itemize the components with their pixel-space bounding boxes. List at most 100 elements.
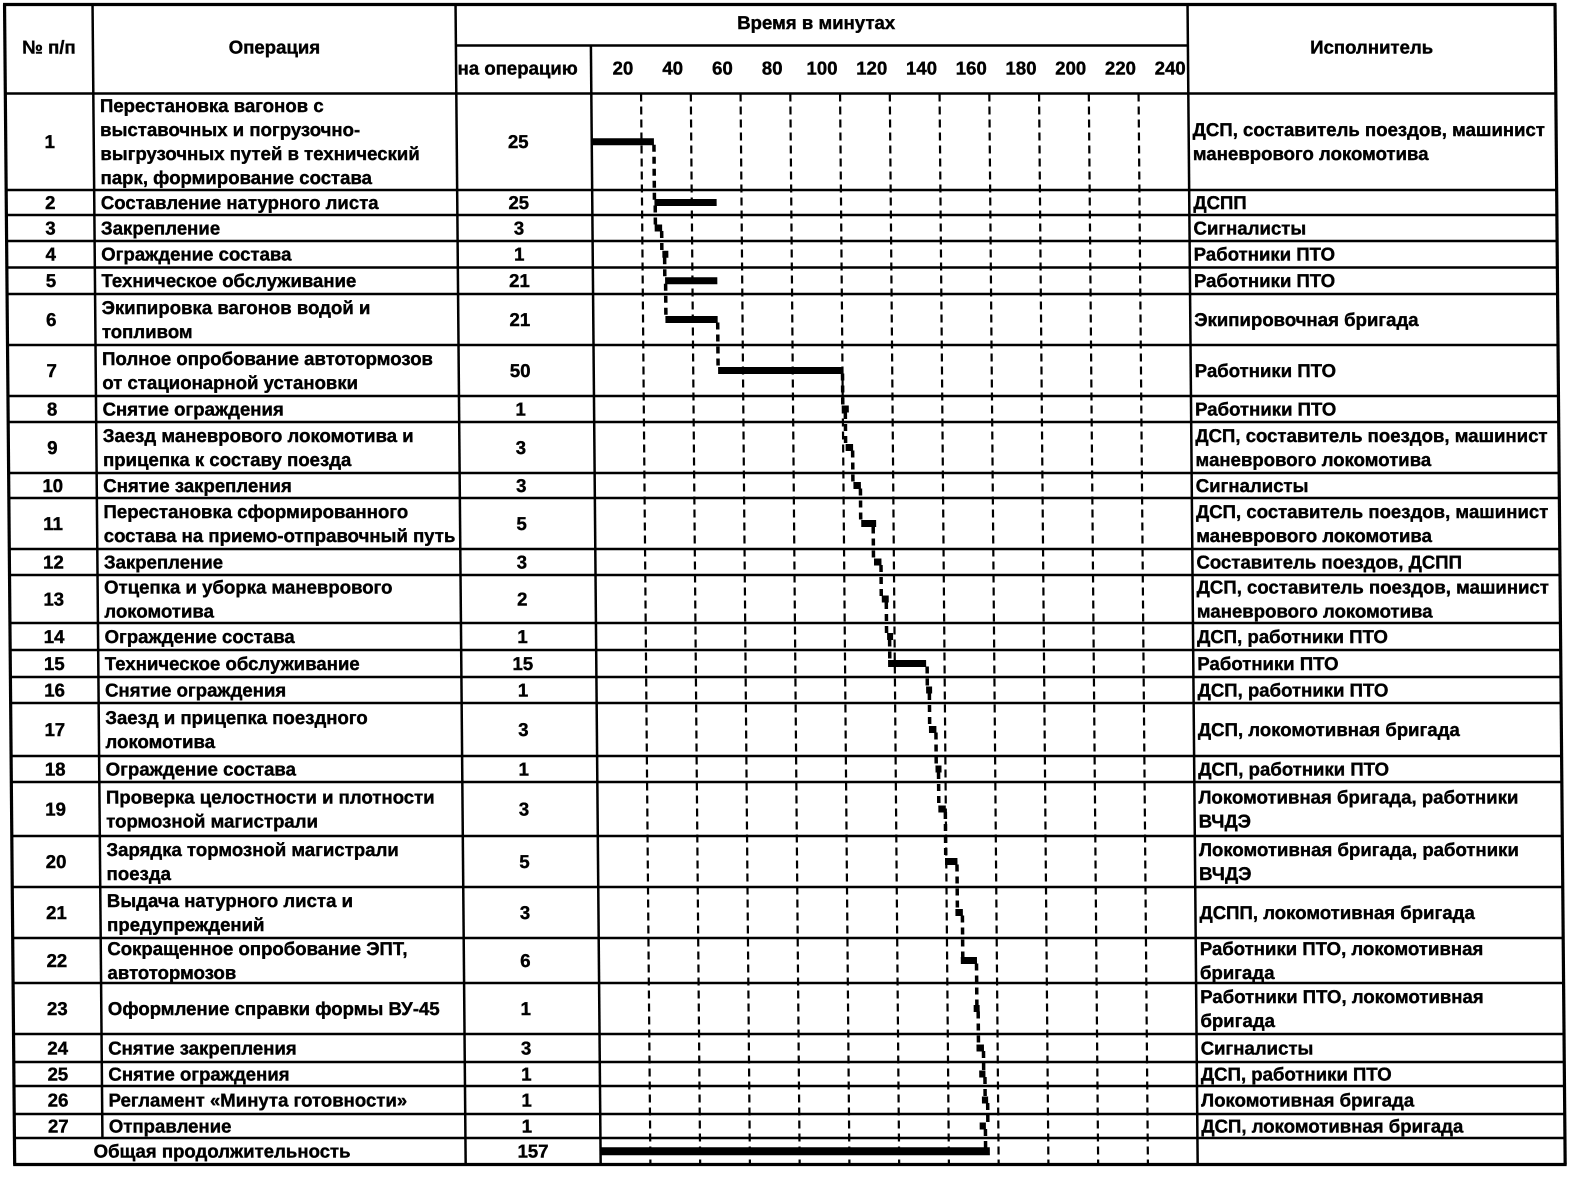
svg-text:25: 25 (508, 192, 529, 213)
svg-text:3: 3 (518, 719, 529, 740)
svg-text:3: 3 (45, 218, 56, 239)
svg-text:3: 3 (516, 475, 527, 496)
svg-text:Сигналисты: Сигналисты (1193, 218, 1306, 239)
svg-text:11: 11 (43, 513, 63, 534)
svg-text:5: 5 (46, 270, 57, 291)
svg-text:180: 180 (1005, 58, 1036, 79)
svg-text:ДСП, работники ПТО: ДСП, работники ПТО (1201, 1064, 1392, 1085)
svg-text:1: 1 (44, 131, 55, 152)
svg-text:ДСП, работники ПТО: ДСП, работники ПТО (1198, 759, 1389, 780)
svg-text:40: 40 (662, 58, 683, 79)
svg-text:ДСПП: ДСПП (1193, 192, 1247, 213)
svg-text:3: 3 (520, 902, 531, 923)
svg-text:21: 21 (509, 309, 530, 330)
svg-text:120: 120 (856, 58, 887, 79)
svg-text:маневрового локомотива: маневрового локомотива (1193, 143, 1430, 164)
svg-text:15: 15 (44, 653, 65, 674)
svg-text:Сигналисты: Сигналисты (1196, 475, 1309, 496)
svg-text:Составитель поездов, ДСПП: Составитель поездов, ДСПП (1196, 552, 1462, 573)
svg-text:20: 20 (613, 58, 634, 79)
svg-text:выгрузочных путей в технически: выгрузочных путей в технический (100, 143, 420, 164)
svg-text:25: 25 (508, 131, 529, 152)
svg-text:3: 3 (517, 552, 528, 573)
svg-text:1: 1 (518, 680, 529, 701)
svg-text:Локомотивная бригада, работник: Локомотивная бригада, работники (1199, 839, 1519, 860)
svg-text:Ограждение состава: Ограждение состава (106, 759, 297, 780)
svg-text:Сокращенное опробование ЭПТ,: Сокращенное опробование ЭПТ, (107, 938, 407, 959)
svg-text:1: 1 (518, 759, 529, 780)
svg-text:Снятие ограждения: Снятие ограждения (105, 680, 286, 701)
svg-text:10: 10 (42, 475, 63, 496)
svg-text:Закрепление: Закрепление (101, 218, 220, 239)
svg-text:Локомотивная бригада: Локомотивная бригада (1201, 1090, 1415, 1111)
svg-text:100: 100 (806, 58, 837, 79)
svg-text:21: 21 (46, 902, 67, 923)
svg-text:Экипировка вагонов водой и: Экипировка вагонов водой и (102, 297, 371, 318)
svg-text:Перестановка сформированного: Перестановка сформированного (103, 501, 408, 522)
svg-text:4: 4 (45, 244, 56, 265)
svg-text:3: 3 (521, 1038, 532, 1059)
svg-text:1: 1 (522, 1116, 533, 1137)
svg-text:ДСП, составитель поездов, маши: ДСП, составитель поездов, машинист (1195, 425, 1547, 446)
svg-text:локомотива: локомотива (105, 731, 215, 752)
svg-text:14: 14 (44, 626, 66, 647)
svg-text:Отправление: Отправление (109, 1116, 232, 1137)
svg-text:на операцию: на операцию (457, 58, 577, 79)
svg-text:60: 60 (712, 58, 733, 79)
svg-text:Локомотивная бригада, работник: Локомотивная бригада, работники (1198, 787, 1518, 808)
svg-text:Закрепление: Закрепление (104, 552, 223, 573)
svg-text:8: 8 (47, 399, 58, 420)
svg-text:16: 16 (44, 680, 65, 701)
svg-text:ДСП, работники ПТО: ДСП, работники ПТО (1197, 680, 1388, 701)
svg-text:21: 21 (509, 270, 530, 291)
svg-text:1: 1 (521, 1090, 532, 1111)
svg-text:2: 2 (517, 589, 528, 610)
svg-text:9: 9 (47, 437, 58, 458)
svg-text:от стационарной установки: от стационарной установки (102, 372, 358, 393)
svg-text:Ограждение состава: Ограждение состава (101, 244, 292, 265)
svg-text:22: 22 (46, 950, 67, 971)
svg-text:1: 1 (521, 998, 532, 1019)
svg-text:Выдача натурного листа и: Выдача натурного листа и (107, 890, 353, 911)
svg-text:ДСП, составитель поездов, маши: ДСП, составитель поездов, машинист (1197, 577, 1549, 598)
svg-text:3: 3 (519, 799, 530, 820)
svg-text:24: 24 (47, 1038, 69, 1059)
svg-text:80: 80 (762, 58, 783, 79)
svg-text:бригада: бригада (1200, 1010, 1275, 1031)
svg-text:Работники ПТО: Работники ПТО (1194, 244, 1335, 265)
svg-text:15: 15 (512, 653, 533, 674)
svg-text:прицепка к составу поезда: прицепка к составу поезда (103, 449, 352, 470)
svg-text:Работники ПТО: Работники ПТО (1195, 399, 1336, 420)
svg-text:Проверка целостности и плотнос: Проверка целостности и плотности (106, 787, 435, 808)
svg-text:140: 140 (906, 58, 937, 79)
svg-text:Перестановка вагонов с: Перестановка вагонов с (100, 95, 324, 116)
svg-text:Оформление справки формы ВУ-45: Оформление справки формы ВУ-45 (108, 998, 440, 1019)
svg-text:бригада: бригада (1200, 962, 1275, 983)
svg-text:200: 200 (1055, 58, 1086, 79)
svg-text:локомотива: локомотива (104, 601, 214, 622)
svg-text:Составление натурного листа: Составление натурного листа (101, 192, 380, 213)
svg-text:6: 6 (520, 950, 531, 971)
svg-text:тормозной магистрали: тормозной магистрали (106, 811, 318, 832)
svg-text:маневрового локомотива: маневрового локомотива (1195, 449, 1432, 470)
svg-text:ДСПП, локомотивная бригада: ДСПП, локомотивная бригада (1199, 902, 1475, 923)
svg-text:топливом: топливом (102, 321, 193, 342)
svg-text:автотормозов: автотормозов (107, 962, 236, 983)
svg-text:Работники ПТО: Работники ПТО (1195, 360, 1336, 381)
svg-text:20: 20 (46, 851, 67, 872)
svg-text:19: 19 (45, 799, 66, 820)
svg-text:Исполнитель: Исполнитель (1310, 37, 1433, 58)
svg-text:240: 240 (1155, 58, 1186, 79)
svg-text:Экипировочная бригада: Экипировочная бригада (1194, 309, 1419, 330)
svg-text:23: 23 (47, 998, 68, 1019)
svg-text:Отцепка и уборка маневрового: Отцепка и уборка маневрового (104, 577, 392, 598)
svg-text:выставочных и погрузочно-: выставочных и погрузочно- (100, 119, 360, 140)
svg-text:5: 5 (519, 851, 530, 872)
svg-text:Общая продолжительность: Общая продолжительность (93, 1141, 350, 1162)
svg-text:Снятие закрепления: Снятие закрепления (108, 1038, 297, 1059)
svg-text:ВЧДЭ: ВЧДЭ (1199, 863, 1251, 884)
svg-text:ДСП, локомотивная бригада: ДСП, локомотивная бригада (1198, 719, 1461, 740)
svg-text:№ п/п: № п/п (22, 37, 76, 58)
svg-text:17: 17 (44, 719, 65, 740)
svg-text:1: 1 (521, 1064, 532, 1085)
